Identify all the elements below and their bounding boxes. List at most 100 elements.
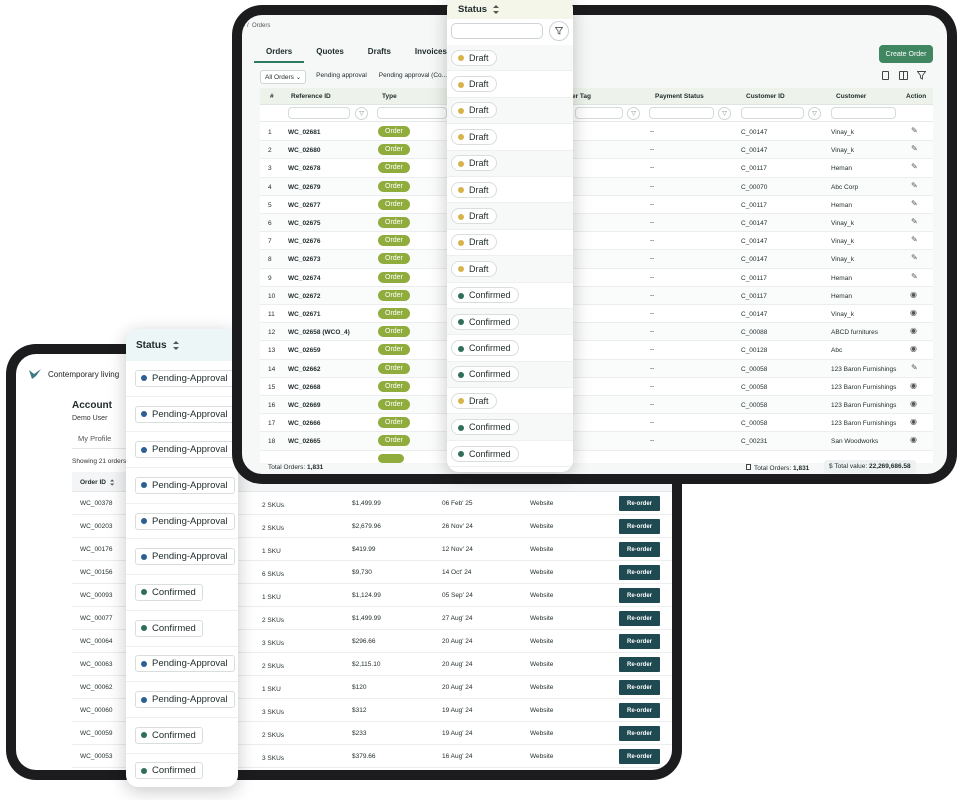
order-id-cell[interactable]: WC_00156 — [80, 569, 113, 576]
columns-icon[interactable] — [899, 71, 908, 80]
status-search-input[interactable] — [451, 23, 543, 39]
status-list-item[interactable]: Pending-Approval — [126, 504, 238, 540]
reorder-button[interactable]: Re-order — [619, 657, 660, 672]
status-list-item[interactable]: Draft — [447, 150, 573, 177]
status-list-item[interactable]: Confirmed — [447, 308, 573, 336]
edit-icon[interactable]: ✎ — [911, 198, 918, 208]
reorder-button[interactable]: Re-order — [619, 749, 660, 764]
reference-id-cell[interactable]: WC_02659 — [288, 347, 321, 355]
reference-id-cell[interactable]: WC_02673 — [288, 256, 321, 264]
export-file-icon[interactable] — [882, 71, 889, 80]
reference-id-cell[interactable]: WC_02672 — [288, 292, 321, 300]
table-row[interactable]: 16 WC_02669 Order -- C_00058 123 Baron Furnis… — [260, 396, 933, 415]
reference-id-cell[interactable]: WC_02669 — [288, 402, 321, 409]
status-list-item[interactable]: Draft — [447, 388, 573, 415]
tab-my-profile[interactable]: My Profile — [78, 434, 112, 443]
table-row[interactable]: 14 WC_02662 Order -- C_00058 123 Baron Furnis… — [260, 359, 933, 378]
customer-filter-input[interactable] — [831, 107, 896, 119]
reference-id-cell[interactable]: WC_02681 — [288, 129, 321, 136]
order-id-cell[interactable]: WC_00378 — [80, 500, 113, 507]
status-list-item[interactable]: Pending-Approval — [126, 361, 238, 397]
order-tag-filter-input[interactable] — [575, 107, 623, 119]
table-row[interactable] — [260, 450, 933, 463]
reference-id-cell[interactable]: WC_02668 — [288, 383, 321, 391]
table-row[interactable]: 12 WC_02658 (WCO_4) Order -- C_00088 ABCD fur… — [260, 323, 933, 342]
table-row[interactable]: 9 WC_02674 Order -- C_00117 Heman ✎ — [260, 268, 933, 287]
status-list-item[interactable]: Confirmed — [447, 335, 573, 362]
reference-id-cell[interactable]: WC_02678 — [288, 165, 321, 173]
payment-filter-icon[interactable]: ▽ — [718, 107, 731, 120]
reorder-button[interactable]: Re-order — [619, 588, 660, 603]
reorder-button[interactable]: Re-order — [619, 496, 660, 511]
order-id-cell[interactable]: WC_00176 — [80, 546, 113, 553]
view-eye-icon[interactable]: ◉ — [910, 435, 917, 445]
status-list-item[interactable]: Draft — [447, 97, 573, 125]
col-customer-id[interactable]: Customer ID — [746, 93, 785, 100]
table-row[interactable]: 2 WC_02680 Order -- C_00147 Vinay_k ✎ — [260, 141, 933, 160]
type-filter-input[interactable] — [377, 107, 447, 119]
col-reference-id[interactable]: Reference ID — [291, 93, 331, 100]
edit-icon[interactable]: ✎ — [911, 126, 918, 135]
status-list-item[interactable]: Pending-Approval — [126, 539, 238, 576]
reference-id-cell[interactable]: WC_02677 — [288, 201, 321, 209]
table-row[interactable]: 7 WC_02676 Order -- C_00147 Vinay_k ✎ — [260, 232, 933, 251]
status-list-item[interactable]: Pending-Approval — [126, 432, 238, 469]
order-id-cell[interactable]: WC_00203 — [80, 523, 113, 530]
filter-all-orders[interactable]: All Orders ⌄ — [260, 70, 307, 84]
status-list-item[interactable]: Confirmed — [447, 440, 573, 468]
col-type[interactable]: Type — [382, 93, 397, 100]
order-id-cell[interactable]: WC_00093 — [80, 592, 113, 599]
status-list-item[interactable]: Draft — [447, 71, 573, 98]
edit-icon[interactable]: ✎ — [911, 253, 918, 263]
status-list-item[interactable]: Draft — [447, 45, 573, 72]
reference-id-cell[interactable]: WC_02658 (WCO_4) — [288, 329, 350, 337]
sort-icon[interactable] — [492, 5, 501, 14]
table-row[interactable]: 5 WC_02677 Order -- C_00117 Heman ✎ — [260, 195, 933, 214]
create-order-button[interactable]: Create Order — [879, 45, 933, 63]
view-eye-icon[interactable]: ◉ — [910, 417, 917, 427]
status-list-item[interactable]: Pending-Approval — [126, 682, 238, 718]
tab-drafts[interactable]: Drafts — [367, 47, 391, 56]
edit-icon[interactable]: ✎ — [911, 144, 918, 154]
view-eye-icon[interactable]: ◉ — [910, 399, 917, 408]
order-id-cell[interactable]: WC_00060 — [80, 707, 113, 714]
status-list-item[interactable]: Draft — [447, 256, 573, 283]
view-eye-icon[interactable]: ◉ — [910, 308, 917, 317]
payment-filter-input[interactable] — [649, 107, 714, 119]
reference-id-cell[interactable]: WC_02675 — [288, 220, 321, 227]
tab-quotes[interactable]: Quotes — [316, 47, 344, 56]
edit-icon[interactable]: ✎ — [911, 180, 918, 190]
table-row[interactable]: 6 WC_02675 Order -- C_00147 Vinay_k ✎ — [260, 214, 933, 233]
edit-icon[interactable]: ✎ — [911, 271, 918, 281]
status-list-item[interactable]: Draft — [447, 124, 573, 151]
col-order-tag[interactable]: der Tag — [568, 93, 591, 100]
status-list-item[interactable]: Pending-Approval — [126, 397, 238, 433]
reference-id-cell[interactable]: WC_02662 — [288, 365, 321, 373]
sort-icon[interactable] — [172, 340, 181, 350]
reference-id-cell[interactable]: WC_02676 — [288, 238, 321, 246]
reorder-button[interactable]: Re-order — [619, 726, 660, 741]
reference-filter-input[interactable] — [288, 107, 350, 119]
reference-id-cell[interactable]: WC_02665 — [288, 438, 321, 446]
table-row[interactable]: 15 WC_02668 Order -- C_00058 123 Baron Furnis… — [260, 377, 933, 396]
table-row[interactable]: 17 WC_02666 Order -- C_00058 123 Baron Furnis… — [260, 414, 933, 433]
reference-id-cell[interactable]: WC_02671 — [288, 311, 321, 318]
status-list-item[interactable]: Pending-Approval — [126, 647, 238, 683]
order-id-cell[interactable]: WC_00059 — [80, 730, 113, 737]
status-list-item[interactable]: Confirmed — [126, 754, 238, 787]
col-payment-status[interactable]: Payment Status — [655, 93, 704, 100]
reorder-button[interactable]: Re-order — [619, 542, 660, 557]
view-eye-icon[interactable]: ◉ — [910, 289, 917, 299]
reference-id-cell[interactable]: WC_02674 — [288, 274, 321, 282]
order-id-cell[interactable]: WC_00062 — [80, 684, 113, 691]
order-tag-filter-icon[interactable]: ▽ — [627, 107, 640, 120]
status-list-item[interactable]: Confirmed — [126, 575, 238, 611]
order-id-cell[interactable]: WC_00053 — [80, 753, 113, 760]
reference-id-cell[interactable]: WC_02666 — [288, 420, 321, 428]
reorder-button[interactable]: Re-order — [619, 565, 660, 580]
table-row[interactable]: 4 WC_02679 Order -- C_00070 Abc Corp ✎ — [260, 177, 933, 196]
status-list-item[interactable]: Pending-Approval — [126, 468, 238, 504]
status-list-item[interactable]: Draft — [447, 176, 573, 204]
order-id-cell[interactable]: WC_00077 — [80, 615, 113, 622]
status-list-item[interactable]: Draft — [447, 203, 573, 230]
